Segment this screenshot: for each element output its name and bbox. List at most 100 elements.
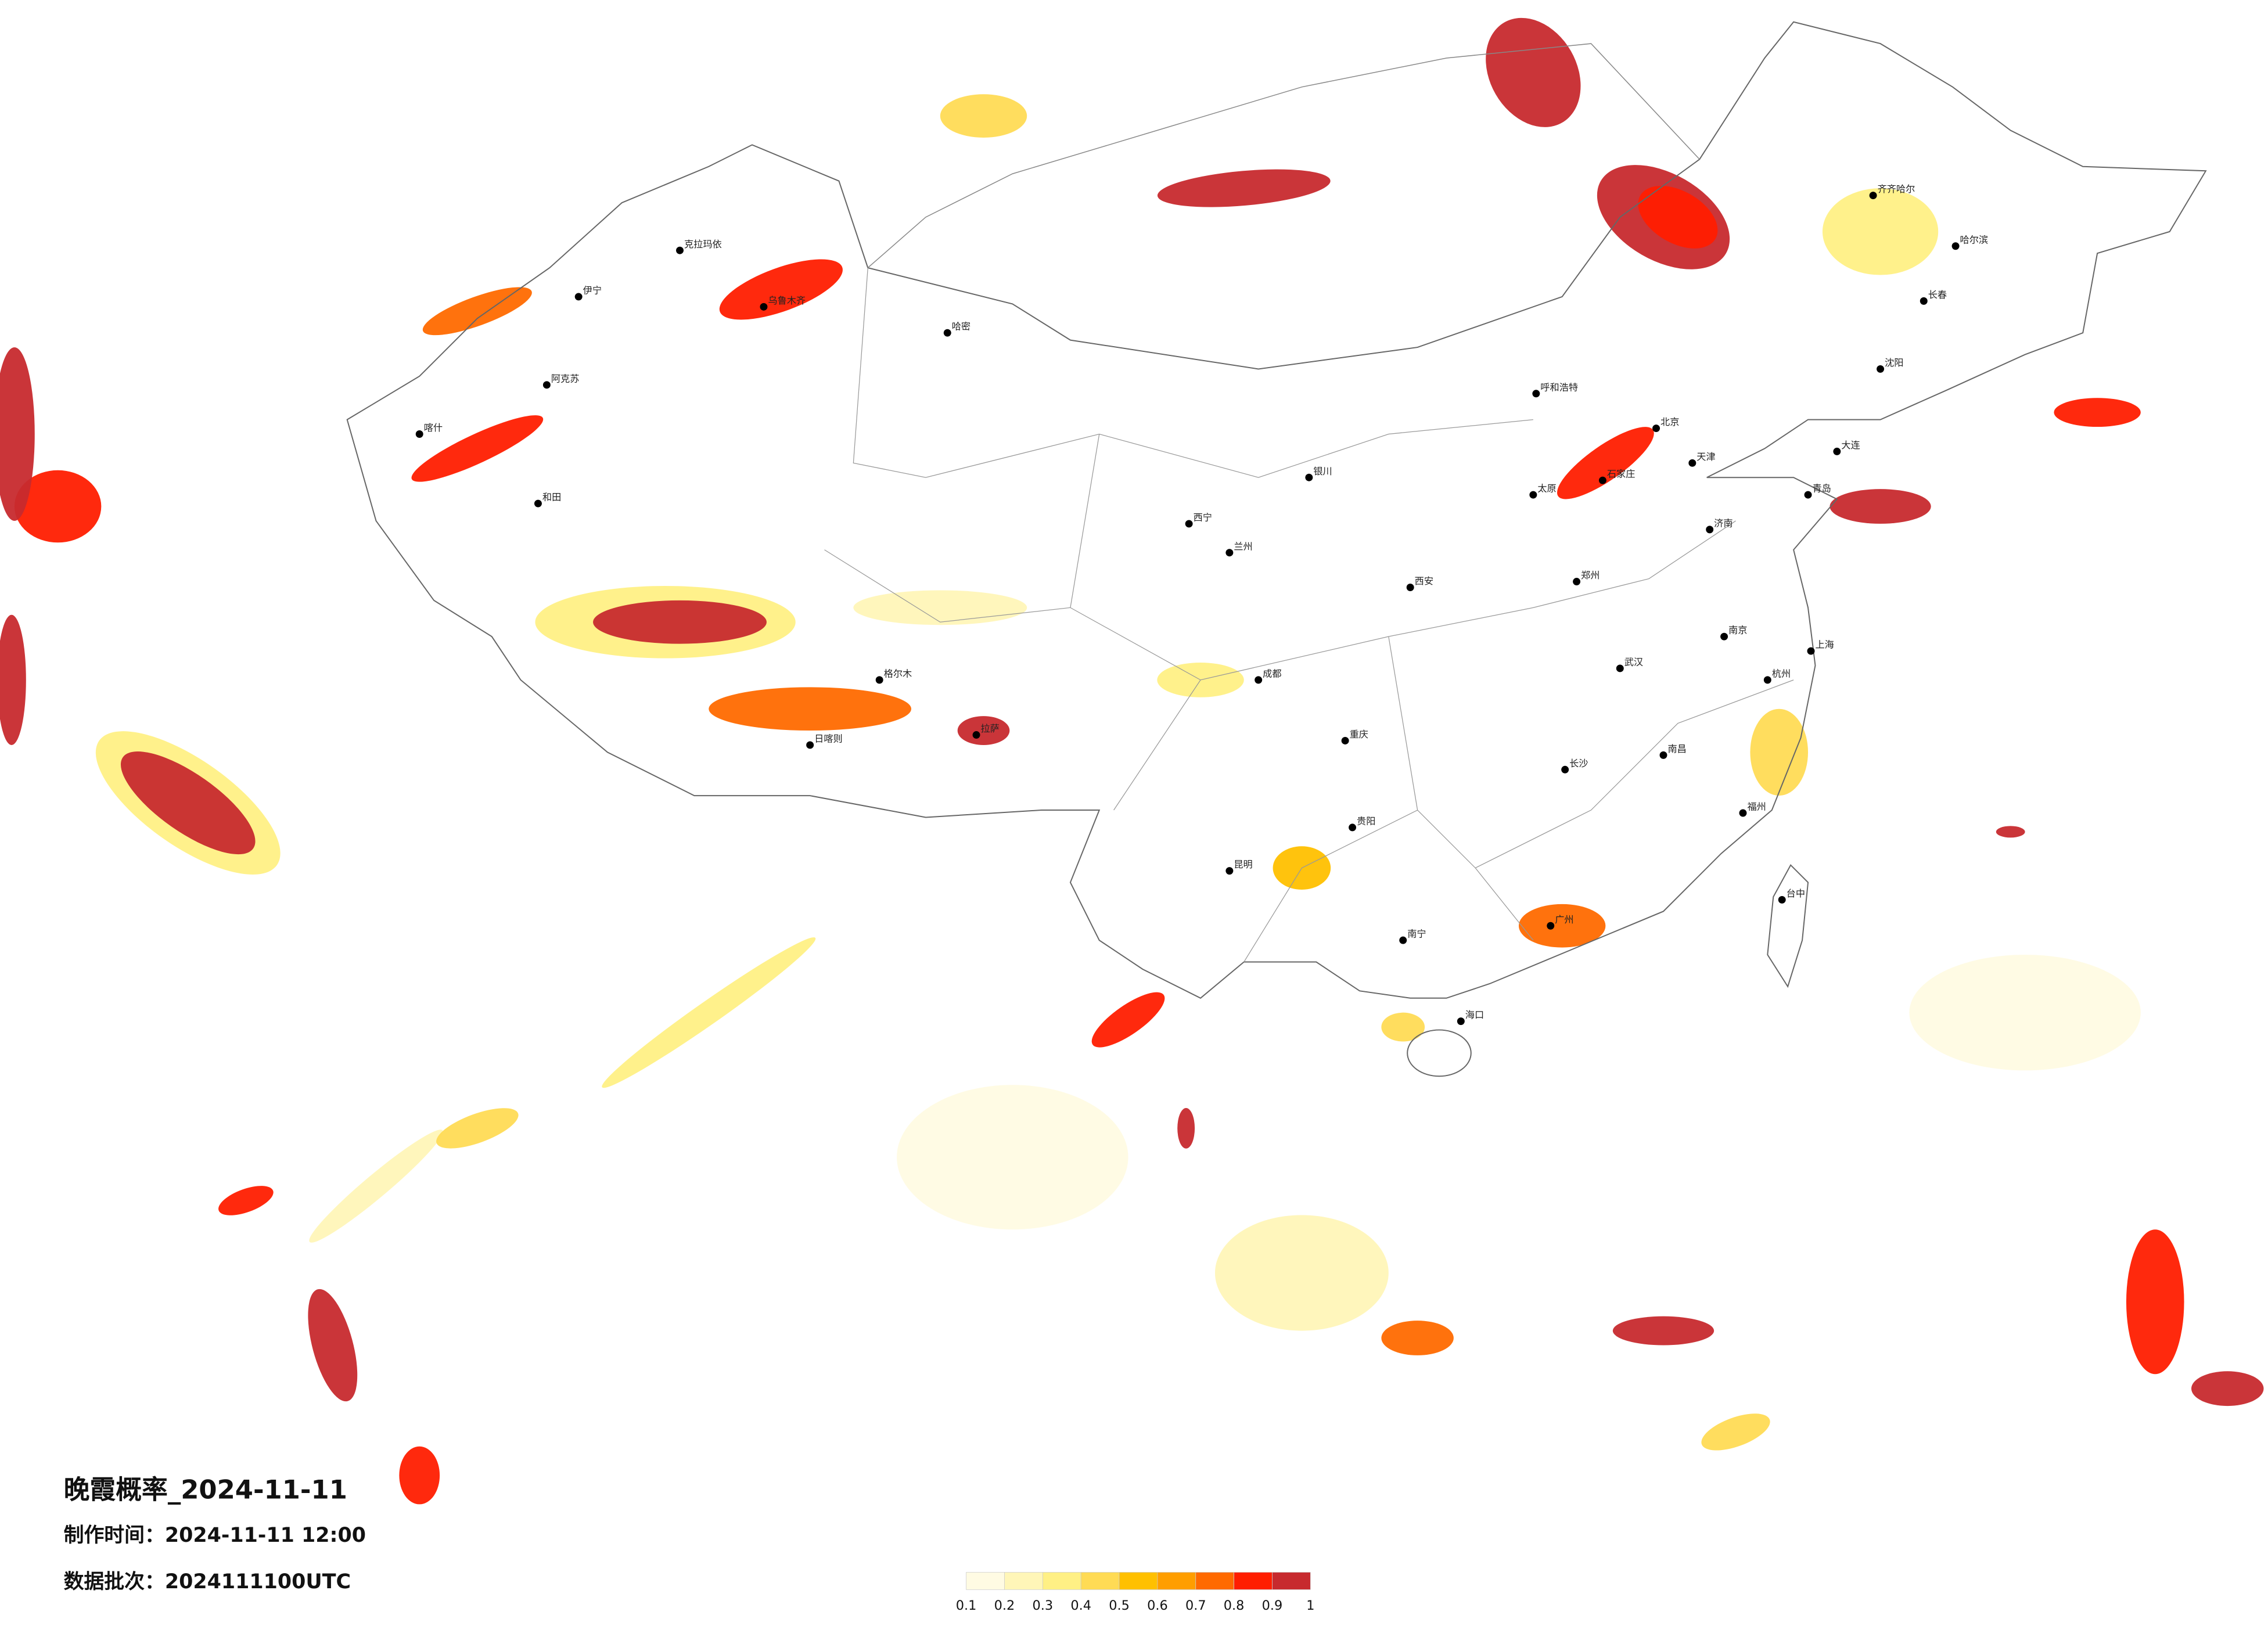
city-label: 石家庄 bbox=[1607, 469, 1636, 480]
city-dot bbox=[1951, 242, 1960, 250]
city-label: 西宁 bbox=[1194, 512, 1212, 523]
city-label: 郑州 bbox=[1581, 570, 1600, 581]
probability-cell bbox=[436, 1108, 519, 1149]
city-label: 广州 bbox=[1555, 914, 1573, 925]
city-dot bbox=[806, 741, 814, 749]
city-label: 上海 bbox=[1815, 639, 1834, 650]
legend-tick-label: 0.8 bbox=[1224, 1598, 1245, 1613]
city-label: 南宁 bbox=[1407, 929, 1426, 940]
probability-cell bbox=[1750, 708, 1809, 796]
probability-cell bbox=[1830, 489, 1931, 524]
city-dot bbox=[972, 731, 980, 739]
city-label: 伊宁 bbox=[583, 285, 602, 296]
city-label: 贵阳 bbox=[1357, 815, 1375, 826]
city-label: 哈密 bbox=[952, 321, 971, 332]
legend-tick-label: 0.6 bbox=[1147, 1598, 1168, 1613]
probability-cell bbox=[1214, 1215, 1389, 1331]
city-dot bbox=[1225, 549, 1234, 557]
city-label: 杭州 bbox=[1772, 668, 1791, 679]
city-dot bbox=[943, 329, 951, 337]
legend-swatch bbox=[1042, 1572, 1081, 1590]
city-dot bbox=[676, 246, 684, 254]
city-dot bbox=[1349, 823, 1357, 832]
city-label: 呼和浩特 bbox=[1540, 382, 1578, 393]
city-dot bbox=[1305, 473, 1313, 481]
city-dot bbox=[534, 499, 542, 508]
city-label: 海口 bbox=[1465, 1009, 1484, 1020]
city-label: 日喀则 bbox=[814, 733, 843, 744]
probability-cell bbox=[309, 1129, 443, 1243]
city-dot bbox=[1877, 365, 1885, 373]
city-label: 太原 bbox=[1537, 483, 1556, 494]
city-label: 济南 bbox=[1714, 517, 1733, 528]
city-label: 乌鲁木齐 bbox=[768, 295, 806, 306]
city-label: 齐齐哈尔 bbox=[1878, 184, 1915, 195]
city-label: 银川 bbox=[1313, 466, 1332, 477]
city-dot bbox=[1652, 425, 1660, 433]
city-label: 青岛 bbox=[1813, 483, 1831, 494]
probability-field bbox=[0, 17, 2264, 1505]
city-label: 天津 bbox=[1696, 451, 1715, 462]
city-dot bbox=[1706, 526, 1714, 534]
city-label: 长春 bbox=[1928, 289, 1947, 300]
city-label: 西安 bbox=[1415, 575, 1433, 587]
city-label: 哈尔滨 bbox=[1960, 234, 1989, 245]
legend-swatch bbox=[966, 1572, 1005, 1590]
city-dot bbox=[415, 430, 423, 438]
city-dot bbox=[1225, 867, 1234, 875]
city-dot bbox=[1561, 765, 1569, 774]
city-label: 成都 bbox=[1263, 668, 1281, 679]
province-lines bbox=[824, 268, 1794, 962]
taiwan-outline bbox=[1767, 864, 1809, 988]
probability-cell bbox=[14, 470, 102, 543]
legend-swatch bbox=[1157, 1572, 1196, 1590]
probability-cell bbox=[853, 590, 1027, 625]
legend-tick-label: 0.1 bbox=[956, 1598, 977, 1613]
city-dot bbox=[1406, 584, 1414, 591]
city-dot bbox=[1807, 647, 1815, 655]
city-dot bbox=[1341, 737, 1349, 744]
probability-cell bbox=[0, 347, 35, 521]
probability-cell bbox=[1822, 188, 1939, 275]
probability-cell bbox=[411, 415, 544, 482]
probability-cell bbox=[897, 1085, 1128, 1230]
probability-cell bbox=[602, 937, 816, 1088]
city-dot bbox=[1778, 895, 1786, 904]
legend-swatch bbox=[1195, 1572, 1234, 1590]
legend-swatch bbox=[1234, 1572, 1273, 1590]
city-label: 福州 bbox=[1747, 801, 1766, 812]
city-label: 喀什 bbox=[424, 422, 443, 433]
legend-tick-label: 0.9 bbox=[1262, 1598, 1283, 1613]
probability-cell bbox=[399, 1446, 440, 1505]
city-dot bbox=[1659, 751, 1667, 759]
city-dot bbox=[1739, 809, 1747, 817]
city-label: 南京 bbox=[1728, 625, 1747, 636]
city-dot bbox=[1532, 390, 1540, 398]
legend-tick-label: 0.4 bbox=[1070, 1598, 1091, 1613]
probability-cell bbox=[1381, 1321, 1454, 1355]
probability-cell bbox=[2054, 398, 2141, 427]
city-label: 大连 bbox=[1841, 440, 1860, 451]
city-dot bbox=[1547, 922, 1555, 930]
city-dot bbox=[1255, 676, 1263, 684]
legend-tick-label: 0.5 bbox=[1109, 1598, 1130, 1613]
city-label: 台中 bbox=[1787, 888, 1805, 899]
city-dot bbox=[875, 676, 883, 684]
legend-swatch bbox=[1080, 1572, 1120, 1590]
probability-cell bbox=[1701, 1413, 1770, 1451]
legend-tick-label: 0.2 bbox=[994, 1598, 1015, 1613]
title: 晚霞概率_2024-11-11 bbox=[64, 1474, 347, 1505]
city-dot bbox=[1616, 664, 1624, 672]
probability-cell bbox=[1638, 186, 1718, 249]
city-label: 兰州 bbox=[1234, 541, 1252, 552]
probability-cell bbox=[957, 716, 1010, 745]
legend-swatch bbox=[1119, 1572, 1158, 1590]
city-label: 和田 bbox=[542, 492, 561, 503]
probability-cell bbox=[308, 1289, 358, 1402]
probability-cell bbox=[1518, 904, 1606, 948]
city-dot bbox=[1185, 520, 1193, 528]
probability-cell bbox=[1612, 1316, 1715, 1346]
city-label: 长沙 bbox=[1569, 758, 1588, 769]
city-dot bbox=[1399, 936, 1407, 944]
